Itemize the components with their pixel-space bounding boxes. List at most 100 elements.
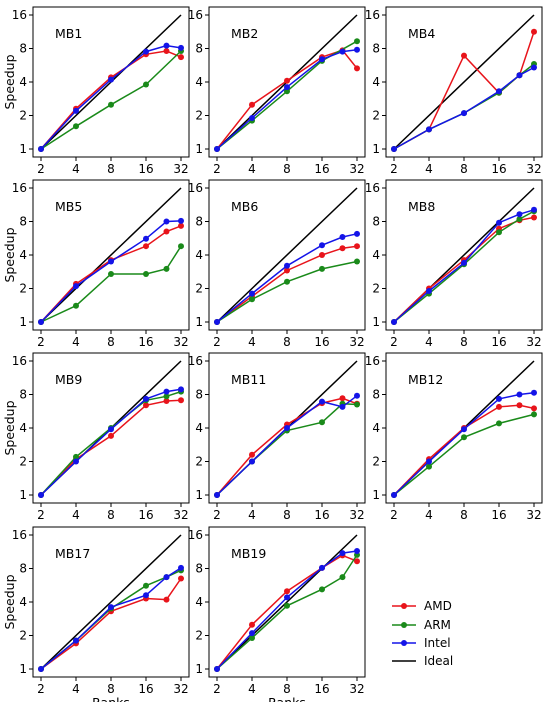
y-tick-label: 2 — [19, 455, 27, 469]
data-point-intel — [38, 146, 44, 152]
y-tick-label: 1 — [195, 488, 203, 502]
y-tick-label: 4 — [19, 75, 27, 89]
x-tick-label: 8 — [460, 335, 468, 349]
data-point-arm — [108, 270, 114, 277]
data-point-arm — [339, 574, 346, 581]
y-tick-label: 1 — [19, 662, 27, 676]
x-tick-label: 16 — [138, 162, 153, 176]
panel-title: MB17 — [55, 546, 90, 561]
data-point-intel — [284, 425, 290, 431]
x-tick-label: 2 — [213, 335, 221, 349]
ideal-line — [393, 14, 535, 150]
x-tick-label: 16 — [491, 508, 506, 522]
data-point-intel — [108, 426, 114, 433]
legend-marker-intel — [401, 640, 407, 646]
y-tick-label: 4 — [372, 421, 380, 435]
panel-title: MB4 — [408, 26, 435, 41]
data-point-amd — [249, 101, 255, 108]
data-point-intel — [163, 42, 170, 49]
y-tick-label: 16 — [365, 354, 380, 368]
x-tick-label: 16 — [314, 162, 329, 176]
y-tick-label: 8 — [372, 42, 380, 56]
x-tick-label: 4 — [248, 335, 256, 349]
x-tick-label: 2 — [390, 508, 398, 522]
data-point-intel — [319, 56, 325, 63]
y-tick-label: 4 — [195, 421, 203, 435]
data-point-intel — [354, 46, 360, 53]
y-tick-label: 16 — [188, 8, 203, 22]
ideal-line — [40, 534, 182, 670]
y-tick-label: 2 — [372, 455, 380, 469]
data-point-intel — [284, 262, 290, 269]
ideal-line — [216, 534, 358, 670]
x-tick-label: 8 — [460, 508, 468, 522]
data-point-intel — [178, 386, 184, 393]
data-point-arm — [178, 243, 184, 250]
data-point-amd — [284, 267, 290, 274]
legend: AMD ARM Intel Ideal — [392, 599, 453, 668]
panel-title: MB5 — [55, 199, 82, 214]
data-point-intel — [143, 395, 149, 402]
y-tick-label: 2 — [19, 282, 27, 296]
data-point-arm — [496, 229, 502, 236]
x-tick-label: 4 — [72, 335, 80, 349]
data-point-arm — [143, 270, 149, 277]
x-axis-label: Ranks — [268, 695, 306, 702]
y-tick-label: 16 — [365, 8, 380, 22]
data-point-intel — [73, 637, 79, 644]
data-point-amd — [143, 402, 149, 409]
data-point-intel — [516, 72, 523, 79]
x-tick-label: 4 — [425, 508, 433, 522]
data-point-intel — [531, 64, 537, 71]
data-point-amd — [284, 77, 290, 84]
y-tick-label: 1 — [195, 662, 203, 676]
data-point-intel — [339, 48, 346, 55]
x-tick-label: 32 — [526, 508, 541, 522]
panel-title: MB6 — [231, 199, 258, 214]
data-point-intel — [339, 234, 346, 241]
y-tick-label: 4 — [372, 248, 380, 262]
y-tick-label: 2 — [195, 629, 203, 643]
data-point-amd — [163, 228, 170, 235]
x-tick-label: 8 — [107, 682, 115, 696]
data-point-arm — [354, 401, 360, 408]
y-tick-label: 16 — [365, 181, 380, 195]
series-line-arm — [40, 245, 182, 323]
data-point-arm — [143, 81, 149, 88]
x-tick-label: 16 — [138, 508, 153, 522]
series-line-amd — [40, 50, 182, 150]
data-point-intel — [426, 287, 432, 294]
ideal-line — [40, 187, 182, 323]
x-tick-label: 2 — [390, 162, 398, 176]
data-point-amd — [163, 397, 170, 404]
y-tick-label: 16 — [12, 354, 27, 368]
data-point-arm — [496, 420, 502, 427]
series-line-intel — [216, 395, 358, 496]
y-tick-label: 8 — [19, 42, 27, 56]
data-point-intel — [38, 666, 44, 672]
y-tick-label: 1 — [372, 142, 380, 156]
x-tick-label: 16 — [314, 682, 329, 696]
legend-label-intel: Intel — [424, 636, 451, 650]
y-tick-label: 16 — [188, 354, 203, 368]
data-point-intel — [461, 110, 467, 117]
data-point-intel — [178, 217, 184, 224]
data-point-intel — [391, 492, 397, 498]
data-point-amd — [163, 596, 170, 603]
data-point-intel — [354, 547, 360, 554]
x-tick-label: 32 — [173, 682, 188, 696]
data-point-amd — [178, 575, 184, 582]
series-line-arm — [216, 554, 358, 670]
y-axis-label: Speedup — [2, 574, 17, 629]
y-tick-label: 8 — [195, 42, 203, 56]
data-point-arm — [426, 463, 432, 470]
panel-title: MB1 — [55, 26, 82, 41]
data-point-amd — [339, 395, 346, 402]
x-tick-label: 8 — [107, 508, 115, 522]
x-axis-label: Ranks — [92, 695, 130, 702]
data-point-intel — [249, 630, 255, 637]
x-tick-label: 32 — [349, 682, 364, 696]
x-tick-label: 8 — [283, 508, 291, 522]
